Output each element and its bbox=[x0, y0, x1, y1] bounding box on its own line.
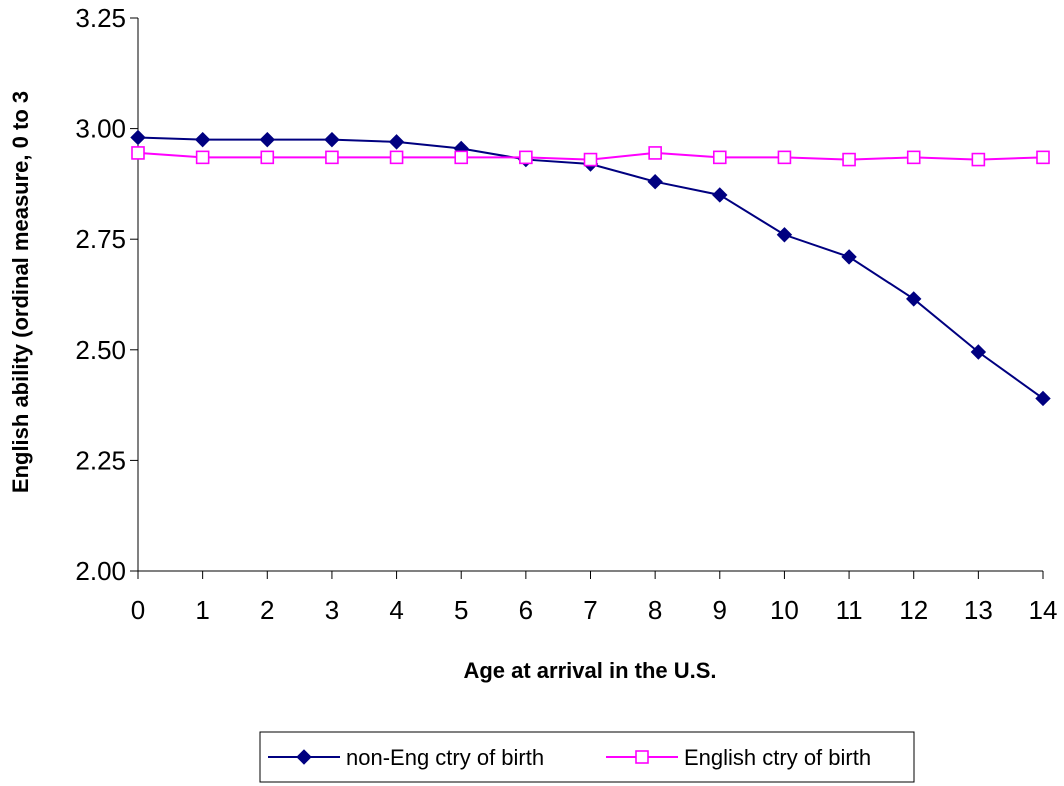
series-2 bbox=[131, 146, 1050, 167]
data-point bbox=[1036, 150, 1050, 165]
y-tick-label: 2.50 bbox=[75, 335, 126, 365]
x-tick-label: 10 bbox=[770, 595, 799, 625]
y-tick-label: 2.00 bbox=[75, 556, 126, 586]
data-point bbox=[260, 150, 275, 165]
y-tick-label: 3.00 bbox=[75, 114, 126, 144]
data-point bbox=[259, 131, 275, 148]
data-point bbox=[842, 152, 856, 167]
legend: non-Eng ctry of birth English ctry of bir… bbox=[259, 731, 915, 783]
data-point bbox=[389, 150, 404, 165]
legend-label: non-Eng ctry of birth bbox=[346, 745, 544, 770]
data-point bbox=[647, 173, 663, 190]
x-axis-title: Age at arrival in the U.S. bbox=[463, 658, 716, 683]
x-tick-label: 7 bbox=[583, 595, 597, 625]
x-tick-label: 2 bbox=[260, 595, 274, 625]
data-point bbox=[776, 227, 793, 243]
x-tick-label: 3 bbox=[325, 595, 339, 625]
x-tick-label: 4 bbox=[389, 595, 403, 625]
data-point bbox=[1035, 390, 1051, 407]
series-layer bbox=[130, 129, 1051, 407]
data-point bbox=[777, 150, 792, 165]
x-tick-label: 9 bbox=[713, 595, 727, 625]
x-tick-label: 6 bbox=[519, 595, 533, 625]
data-point bbox=[388, 134, 405, 150]
data-point bbox=[194, 131, 211, 148]
x-tick-label: 13 bbox=[964, 595, 993, 625]
x-tick-label: 14 bbox=[1029, 595, 1058, 625]
x-tick-label: 8 bbox=[648, 595, 662, 625]
data-point bbox=[906, 150, 921, 165]
x-tick-label: 5 bbox=[454, 595, 468, 625]
data-point bbox=[970, 344, 987, 360]
data-point bbox=[324, 131, 340, 148]
data-point bbox=[131, 146, 145, 160]
y-axis: 2.00 2.25 2.50 2.75 3.00 3.25 bbox=[75, 3, 139, 586]
data-point bbox=[130, 129, 146, 146]
data-point bbox=[841, 249, 857, 265]
y-axis-title: English ability (ordinal measure, 0 to 3 bbox=[8, 91, 33, 493]
data-point bbox=[583, 152, 598, 167]
y-tick-label: 2.25 bbox=[75, 445, 126, 475]
legend-marker bbox=[635, 750, 649, 764]
data-point bbox=[906, 291, 922, 307]
x-tick-label: 12 bbox=[899, 595, 928, 625]
legend-label: English ctry of birth bbox=[684, 745, 871, 770]
data-point bbox=[648, 146, 662, 160]
data-point bbox=[325, 150, 339, 165]
x-axis: 0 1 2 3 4 5 6 7 8 9 10 11 12 13 14 bbox=[131, 570, 1058, 625]
data-point bbox=[195, 150, 210, 165]
data-point bbox=[971, 152, 986, 167]
data-point bbox=[519, 150, 533, 165]
y-tick-label: 2.75 bbox=[75, 224, 126, 254]
legend-marker bbox=[296, 749, 312, 765]
data-point bbox=[712, 150, 727, 165]
series-line bbox=[137, 136, 1044, 400]
series-1 bbox=[130, 129, 1051, 407]
x-tick-label: 11 bbox=[836, 595, 863, 625]
x-tick-label: 1 bbox=[195, 595, 209, 625]
data-point bbox=[712, 187, 728, 203]
legend-box bbox=[259, 731, 915, 783]
y-tick-label: 3.25 bbox=[75, 3, 126, 33]
data-point bbox=[454, 150, 469, 165]
x-tick-label: 0 bbox=[131, 595, 145, 625]
